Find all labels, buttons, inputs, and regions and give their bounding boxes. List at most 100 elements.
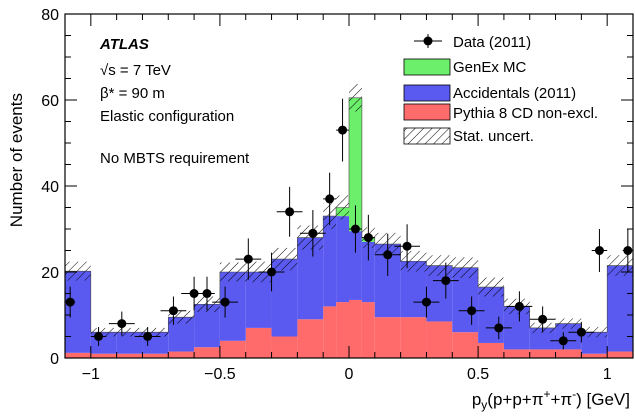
data-point bbox=[550, 332, 577, 350]
data-marker bbox=[594, 246, 604, 255]
x-tick-label: 1 bbox=[603, 366, 612, 383]
data-marker bbox=[325, 194, 335, 204]
stat-uncert-swatch-icon bbox=[403, 127, 451, 145]
legend-entry-genex: GenEx MC bbox=[403, 58, 527, 76]
legend-entry-pythia: Pythia 8 CD non-excl. bbox=[403, 103, 598, 122]
data-points bbox=[65, 98, 633, 350]
data-point bbox=[212, 286, 238, 318]
legend-label-pythia: Pythia 8 CD non-excl. bbox=[453, 105, 598, 122]
x-tick-label: 0 bbox=[345, 366, 354, 383]
data-point bbox=[108, 311, 135, 336]
data-point bbox=[65, 286, 76, 318]
pythia-8-cd-non-excl-bar bbox=[607, 351, 633, 358]
pythia-8-cd-non-excl-bar bbox=[426, 321, 453, 358]
total-outline bbox=[65, 97, 633, 333]
accidentals-swatch-icon bbox=[403, 84, 451, 102]
data-point bbox=[458, 296, 485, 325]
pythia-8-cd-non-excl-bar bbox=[452, 332, 479, 358]
pythia-8-cd-non-excl-bar bbox=[349, 299, 362, 358]
legend-label-data: Data (2011) bbox=[453, 34, 531, 51]
data-marker bbox=[285, 207, 295, 217]
data-point bbox=[134, 327, 161, 346]
pythia-8-cd-non-excl-bar bbox=[168, 351, 195, 358]
legend-label-genex: GenEx MC bbox=[453, 59, 527, 76]
pythia-8-cd-non-excl-bar bbox=[581, 353, 608, 358]
y-axis-title: Number of events bbox=[7, 93, 26, 227]
pythia-8-cd-non-excl-bar bbox=[400, 317, 427, 358]
data-marker bbox=[558, 336, 568, 346]
accidentals-2011-bar bbox=[65, 271, 91, 353]
experiment-label: ATLAS bbox=[99, 36, 149, 53]
legend-entry-data: Data (2011) bbox=[414, 34, 531, 51]
data-marker bbox=[383, 250, 393, 260]
data-point bbox=[413, 286, 440, 318]
accidentals-2011-bar bbox=[336, 216, 349, 303]
legend: Data (2011) GenEx MC Accidentals (2011) … bbox=[403, 34, 598, 145]
accidentals-2011-bar bbox=[297, 237, 324, 320]
accidentals-2011-bar bbox=[349, 231, 362, 300]
accidentals-2011-bar bbox=[116, 332, 143, 354]
data-marker bbox=[117, 319, 127, 329]
pythia-swatch-icon bbox=[403, 103, 451, 121]
genex-swatch-icon bbox=[403, 58, 451, 76]
pythia-8-cd-non-excl-bar bbox=[374, 317, 401, 358]
pythia-8-cd-non-excl-bar bbox=[271, 336, 298, 358]
accidentals-2011-bar bbox=[361, 241, 375, 303]
pythia-8-cd-non-excl-bar bbox=[361, 302, 375, 358]
data-marker bbox=[94, 332, 104, 341]
data-marker bbox=[421, 297, 431, 307]
pythia-8-cd-non-excl-bar bbox=[219, 340, 246, 358]
legend-label-stat: Stat. uncert. bbox=[453, 128, 534, 145]
pythia-8-cd-non-excl-bar bbox=[503, 349, 530, 358]
data-marker-icon bbox=[423, 36, 433, 46]
data-point bbox=[299, 210, 326, 257]
data-point bbox=[258, 252, 285, 292]
pythia-8-cd-non-excl-bar bbox=[323, 306, 337, 358]
accidentals-2011-bar bbox=[452, 267, 479, 333]
accidentals-2011-bar bbox=[581, 332, 608, 354]
data-marker bbox=[65, 297, 75, 307]
legend-entry-stat: Stat. uncert. bbox=[403, 127, 534, 145]
y-tick-label: 60 bbox=[41, 93, 59, 110]
y-tick-label: 40 bbox=[41, 179, 59, 196]
legend-entry-accidentals: Accidentals (2011) bbox=[403, 84, 576, 102]
data-marker bbox=[308, 228, 318, 238]
pythia-8-cd-non-excl-bar bbox=[336, 302, 349, 358]
x-axis-title: py(p+p+π++π-) [GeV] bbox=[472, 387, 630, 412]
data-point bbox=[276, 186, 303, 237]
data-point bbox=[90, 327, 107, 346]
data-marker bbox=[494, 323, 504, 333]
y-tick-label: 80 bbox=[41, 7, 59, 24]
data-point bbox=[235, 238, 262, 280]
pythia-8-cd-non-excl-bar bbox=[478, 342, 504, 358]
data-point bbox=[432, 262, 459, 299]
data-marker bbox=[538, 314, 548, 324]
pythia-8-cd-non-excl-bar bbox=[90, 353, 117, 358]
x-tick-label: −1 bbox=[82, 366, 100, 383]
data-point bbox=[485, 316, 512, 340]
data-marker bbox=[576, 327, 586, 337]
histogram-bars bbox=[65, 97, 633, 358]
pythia-8-cd-non-excl-bar bbox=[116, 353, 143, 358]
energy-label: √s = 7 TeV bbox=[100, 62, 171, 79]
data-marker bbox=[441, 276, 451, 286]
data-marker bbox=[467, 306, 477, 316]
data-marker bbox=[402, 241, 412, 251]
data-marker bbox=[220, 297, 230, 307]
pythia-8-cd-non-excl-bar bbox=[555, 349, 582, 358]
data-point bbox=[506, 291, 533, 322]
pythia-8-cd-non-excl-bar bbox=[65, 352, 91, 358]
data-point bbox=[394, 224, 420, 269]
data-point bbox=[160, 296, 187, 325]
accidentals-2011-bar bbox=[323, 216, 337, 307]
data-point bbox=[591, 229, 608, 272]
pythia-8-cd-non-excl-bar bbox=[297, 319, 324, 358]
accidentals-2011-bar bbox=[607, 265, 633, 352]
x-tick-label: 0.5 bbox=[467, 366, 489, 383]
data-point bbox=[349, 205, 362, 253]
data-marker bbox=[168, 306, 178, 316]
data-marker bbox=[202, 289, 212, 298]
pythia-8-cd-non-excl-bar bbox=[529, 349, 556, 358]
pythia-8-cd-non-excl-bar bbox=[142, 353, 169, 358]
